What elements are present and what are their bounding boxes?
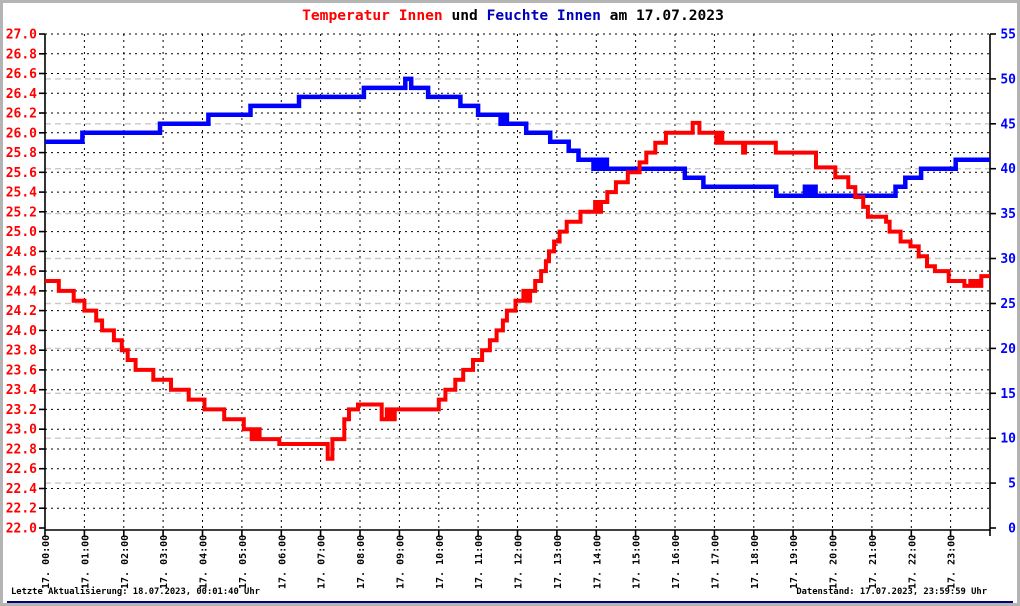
x-axis-label: 17. 08:00 — [356, 535, 367, 589]
x-axis-label: 17. 06:00 — [277, 535, 288, 589]
left-axis-label: 25.4 — [6, 186, 37, 201]
x-axis-label: 17. 04:00 — [199, 535, 210, 589]
humidity-series-line — [45, 76, 990, 198]
left-axis-label: 25.2 — [6, 205, 37, 220]
x-axis-label: 17. 13:00 — [553, 535, 564, 589]
left-axis-label: 22.6 — [6, 462, 37, 477]
right-axis-label: 50 — [1000, 72, 1016, 87]
footer-data-timestamp: Datenstand: 17.07.2023, 23:59:59 Uhr — [796, 587, 987, 597]
left-axis-label: 27.0 — [6, 28, 37, 43]
right-axis-label: 30 — [1000, 252, 1016, 267]
right-axis-label: 5 — [1008, 477, 1016, 492]
x-axis-label: 17. 21:00 — [868, 535, 879, 589]
left-axis-label: 24.2 — [6, 304, 37, 319]
left-axis-label: 24.4 — [6, 284, 37, 299]
x-axis-label: 17. 09:00 — [395, 535, 406, 589]
left-axis-label: 22.2 — [6, 502, 37, 517]
temperature-series-line — [45, 120, 990, 461]
x-axis-label: 17. 19:00 — [789, 535, 800, 589]
left-axis-label: 24.8 — [6, 245, 37, 260]
left-axis-label: 23.6 — [6, 363, 37, 378]
left-axis-label: 25.8 — [6, 146, 37, 161]
footer-last-update: Letzte Aktualisierung: 18.07.2023, 00:01… — [11, 587, 260, 597]
left-axis-label: 26.0 — [6, 126, 37, 141]
x-axis-label: 17. 20:00 — [829, 535, 840, 589]
x-axis-label: 17. 02:00 — [120, 535, 131, 589]
right-axis-label: 0 — [1008, 522, 1016, 537]
left-axis-label: 25.6 — [6, 166, 37, 181]
x-axis-label: 17. 07:00 — [317, 535, 328, 589]
left-axis-label: 24.6 — [6, 265, 37, 280]
right-axis-label: 10 — [1000, 432, 1016, 447]
right-axis-label: 35 — [1000, 207, 1016, 222]
left-axis-label: 22.8 — [6, 443, 37, 458]
left-axis-label: 22.4 — [6, 482, 37, 497]
x-axis-label: 17. 01:00 — [80, 535, 91, 589]
x-axis-label: 17. 03:00 — [159, 535, 170, 589]
tick-labels-layer: 27.0 26.8 26.6 26.4 26.2 26.0 25.8 25.6 25.4 25.2… — [6, 28, 1016, 590]
left-axis-label: 23.4 — [6, 383, 37, 398]
left-axis-label: 24.0 — [6, 324, 37, 339]
left-axis-label: 23.8 — [6, 344, 37, 359]
x-axis-label: 17. 00:00 — [41, 535, 52, 589]
left-axis-label: 25.0 — [6, 225, 37, 240]
right-axis-label: 25 — [1000, 297, 1016, 312]
x-axis-label: 17. 22:00 — [907, 535, 918, 589]
grid-minor-layer — [45, 33, 990, 530]
footer-divider-line — [7, 601, 1013, 603]
x-axis-label: 17. 05:00 — [238, 535, 249, 589]
x-axis-label: 17. 12:00 — [514, 535, 525, 589]
x-axis-label: 17. 15:00 — [632, 535, 643, 589]
left-axis-label: 26.6 — [6, 67, 37, 82]
title-humidity-series: Feuchte Innen — [486, 7, 601, 24]
left-axis-label: 26.2 — [6, 107, 37, 122]
right-axis-label: 20 — [1000, 342, 1016, 357]
title-date: am 17.07.2023 — [600, 7, 724, 24]
x-axis-label: 17. 16:00 — [671, 535, 682, 589]
left-axis-label: 23.0 — [6, 423, 37, 438]
x-axis-label: 17. 17:00 — [710, 535, 721, 589]
x-axis-label: 17. 23:00 — [947, 535, 958, 589]
left-axis-label: 22.0 — [6, 522, 37, 537]
chart-plot-area: 27.0 26.8 26.6 26.4 26.2 26.0 25.8 25.6 25.4 25.2… — [6, 28, 1016, 590]
title-temperature-series: Temperatur Innen — [302, 7, 443, 24]
left-axis-label: 26.8 — [6, 47, 37, 62]
right-axis-label: 55 — [1000, 28, 1016, 43]
x-axis-label: 17. 14:00 — [592, 535, 603, 589]
x-axis-label: 17. 10:00 — [435, 535, 446, 589]
right-axis-label: 15 — [1000, 387, 1016, 402]
right-axis-label: 40 — [1000, 162, 1016, 177]
right-axis-label: 45 — [1000, 117, 1016, 132]
left-axis-label: 26.4 — [6, 87, 37, 102]
x-axis-label: 17. 11:00 — [474, 535, 485, 589]
chart-title: Temperatur Innen und Feuchte Innen am 17… — [17, 7, 1009, 24]
left-axis-label: 23.2 — [6, 403, 37, 418]
x-axis-label: 17. 18:00 — [750, 535, 761, 589]
title-connector-und: und — [442, 7, 487, 24]
